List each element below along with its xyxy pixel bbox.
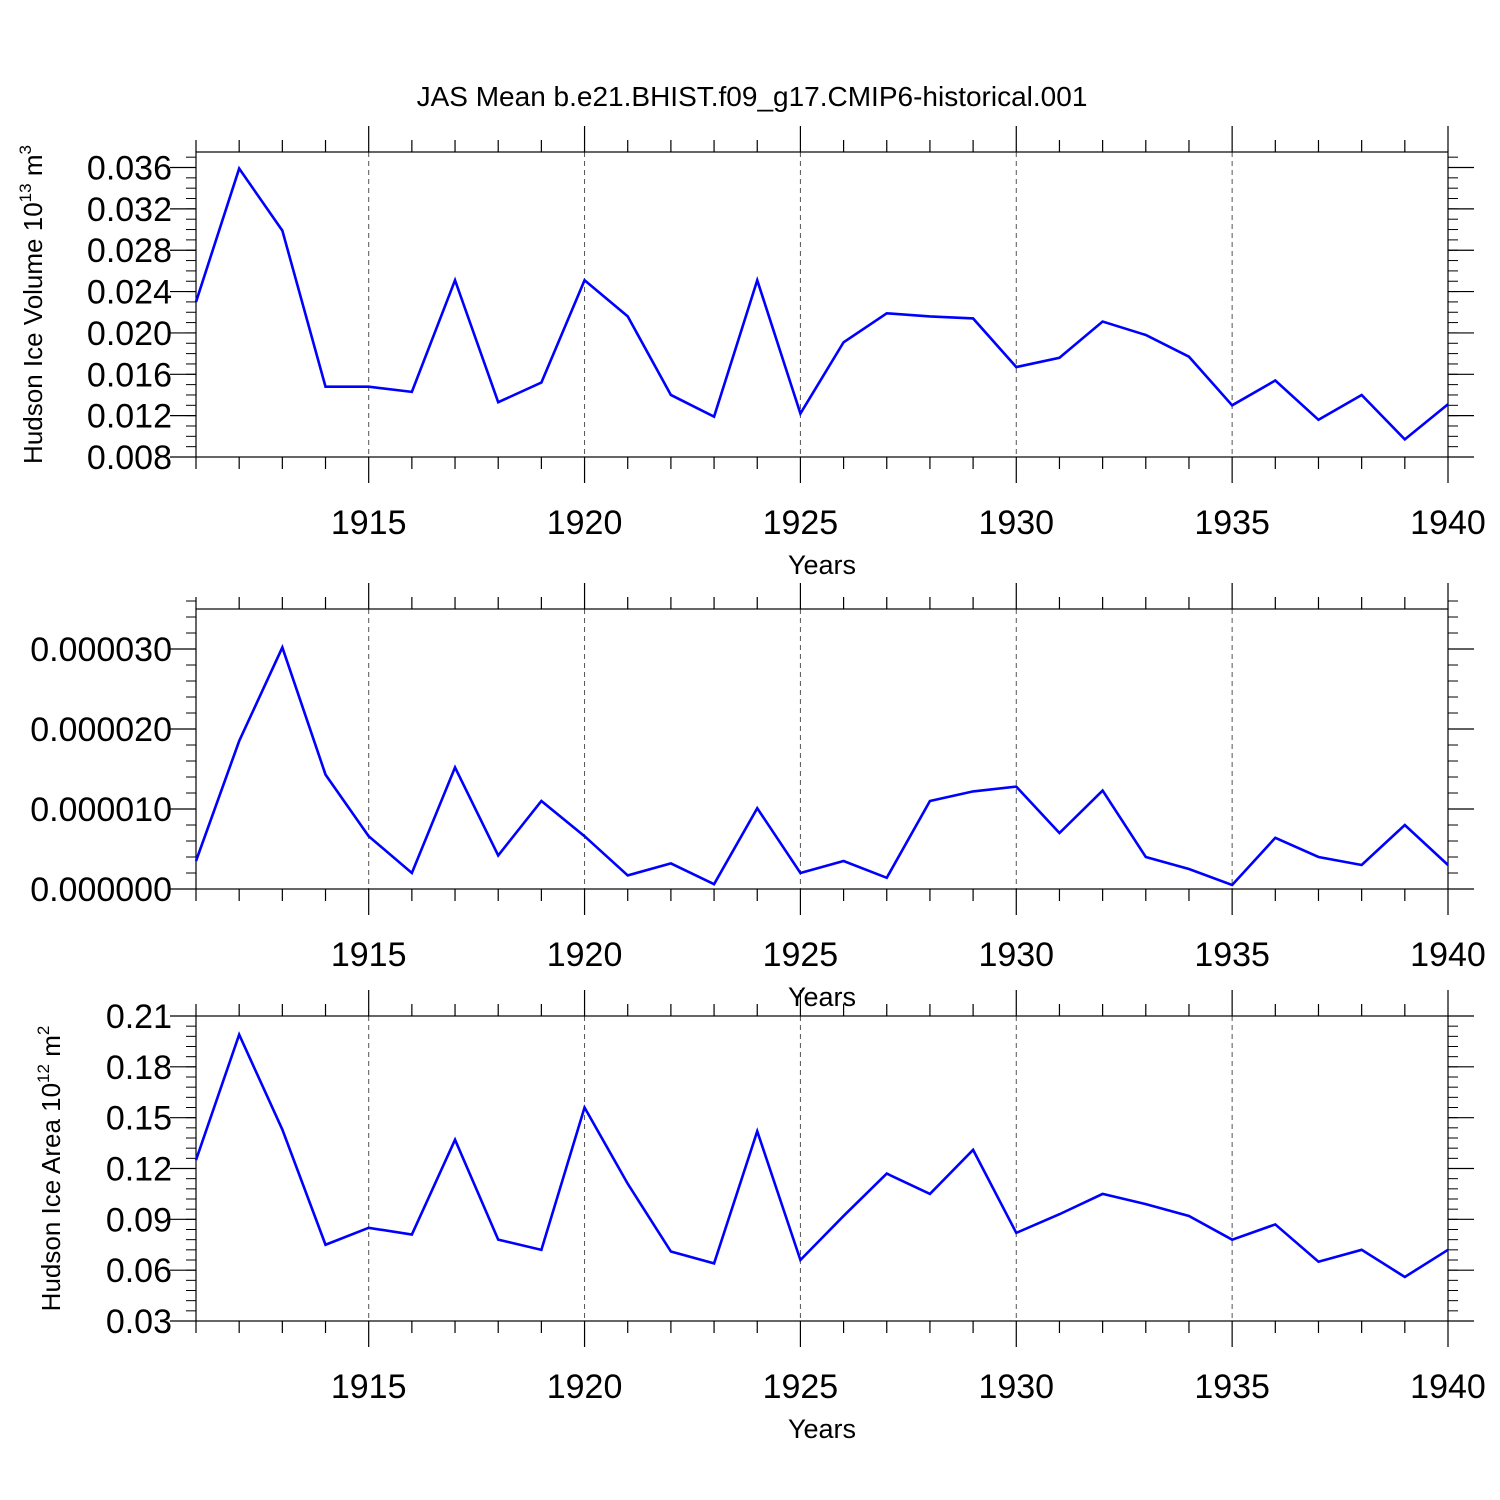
y-tick-label: 0.008: [87, 439, 172, 477]
x-tick-label: 1925: [763, 1368, 839, 1406]
y-tick-label: 0.028: [87, 232, 172, 270]
x-tick-label: 1935: [1194, 936, 1270, 974]
y-axis-title-unit: m: [18, 155, 48, 184]
y-tick-label: 0.000020: [30, 711, 172, 749]
y-tick-label: 0.21: [106, 998, 172, 1036]
y-axis-title-exponent: 12: [34, 1064, 53, 1083]
y-tick-label: 0.016: [87, 356, 172, 394]
x-tick-label: 1930: [978, 504, 1054, 542]
y-tick-label: 0.036: [87, 150, 172, 188]
y-tick-label: 0.000000: [30, 871, 172, 909]
x-tick-label: 1915: [331, 504, 407, 542]
y-axis-title-unit-exponent: 2: [34, 1026, 53, 1035]
series-line: [194, 165, 1449, 442]
x-tick-label: 1930: [978, 1368, 1054, 1406]
plot-frame: [195, 1015, 1449, 1322]
y-tick-label: 0.06: [106, 1252, 172, 1290]
y-tick-label: 0.020: [87, 315, 172, 353]
x-tick-label: 1920: [547, 504, 623, 542]
x-axis-title: Years: [788, 982, 856, 1012]
x-tick-label: 1920: [547, 936, 623, 974]
y-axis-title-text: Hudson Ice Area 10: [36, 1083, 66, 1311]
y-tick-label: 0.12: [106, 1151, 172, 1189]
chart-panel-3: 0.03 0.06 0.09 0.12 0.15 0.18 0.21 1915 1920 1925…: [34, 990, 1486, 1444]
x-tick-label: 1925: [763, 936, 839, 974]
plot-frame: [195, 151, 1449, 458]
x-tick-label: 1940: [1410, 504, 1486, 542]
y-axis-title-exponent: 13: [16, 183, 35, 202]
series-line: [194, 1031, 1449, 1279]
x-tick-label: 1930: [978, 936, 1054, 974]
x-axis-title: Years: [788, 550, 856, 580]
x-tick-label: 1940: [1410, 936, 1486, 974]
x-tick-label: 1935: [1194, 504, 1270, 542]
y-tick-label: 0.032: [87, 191, 172, 229]
x-tick-label: 1915: [331, 936, 407, 974]
y-tick-label: 0.000030: [30, 631, 172, 669]
x-axis-title: Years: [788, 1414, 856, 1444]
figure-title: JAS Mean b.e21.BHIST.f09_g17.CMIP6-histo…: [417, 81, 1088, 112]
y-tick-label: 0.03: [106, 1303, 172, 1341]
x-tick-label: 1925: [763, 504, 839, 542]
series-line: [194, 643, 1449, 887]
y-tick-label: 0.012: [87, 398, 172, 436]
x-tick-label: 1915: [331, 1368, 407, 1406]
y-tick-label: 0.024: [87, 274, 172, 312]
y-tick-label: 0.09: [106, 1201, 172, 1239]
x-tick-label: 1920: [547, 1368, 623, 1406]
y-tick-label: 0.000010: [30, 791, 172, 829]
y-axis-title-text: Hudson Ice Volume 10: [18, 202, 48, 464]
x-tick-label: 1935: [1194, 1368, 1270, 1406]
plot-frame: [195, 608, 1449, 890]
x-tick-label: 1940: [1410, 1368, 1486, 1406]
y-axis-title-unit: m: [36, 1035, 66, 1064]
y-axis-title-unit-exponent: 3: [16, 145, 35, 154]
y-axis-title: Hudson Ice Area 1012 m2: [34, 1026, 66, 1312]
y-tick-label: 0.18: [106, 1049, 172, 1087]
y-tick-label: 0.15: [106, 1100, 172, 1138]
chart-panel-2: 0.000000 0.000010 0.000020 0.000030 1915 1920…: [30, 583, 1486, 1012]
y-axis-title: Hudson Ice Volume 1013 m3: [16, 145, 48, 464]
